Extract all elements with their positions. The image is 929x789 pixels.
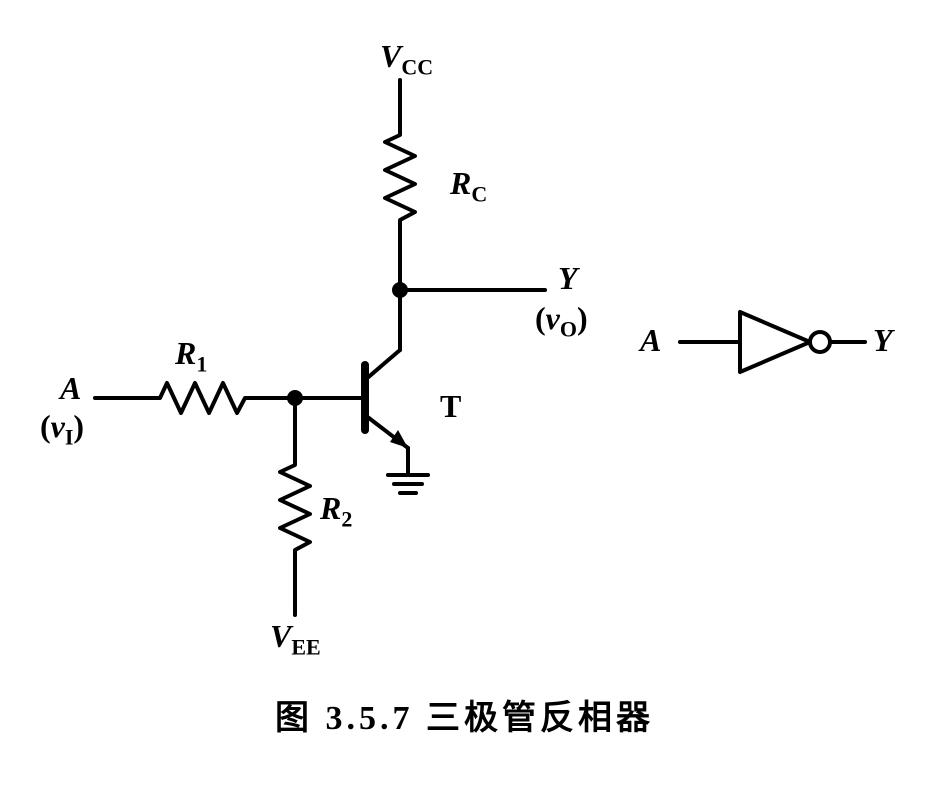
label-vcc: VCC — [380, 38, 433, 80]
figure-caption: 图 3.5.7 三极管反相器 — [0, 690, 929, 739]
schematic-svg — [0, 0, 929, 789]
label-vi: (vI) — [40, 408, 84, 450]
label-y-out: Y — [558, 260, 578, 297]
label-vee: VEE — [270, 618, 321, 660]
wire-to-collector-term — [365, 350, 400, 380]
label-t: T — [440, 388, 461, 425]
label-r1: R1 — [175, 335, 207, 377]
resistor-r2 — [280, 455, 310, 560]
emitter-arrow — [390, 430, 408, 448]
label-r2: R2 — [320, 490, 352, 532]
label-a-in: A — [60, 370, 81, 407]
label-rc: RC — [450, 165, 487, 207]
label-vo: (vO) — [535, 300, 588, 342]
resistor-rc — [385, 125, 415, 230]
label-a-sym: A — [640, 322, 661, 359]
inverter-bubble — [810, 332, 830, 352]
circuit-diagram: VCC RC Y (vO) R1 A (vI) T R2 VEE A Y 图 3… — [0, 0, 929, 789]
resistor-r1 — [150, 383, 255, 413]
label-y-sym: Y — [873, 322, 893, 359]
inverter-triangle — [740, 312, 810, 372]
